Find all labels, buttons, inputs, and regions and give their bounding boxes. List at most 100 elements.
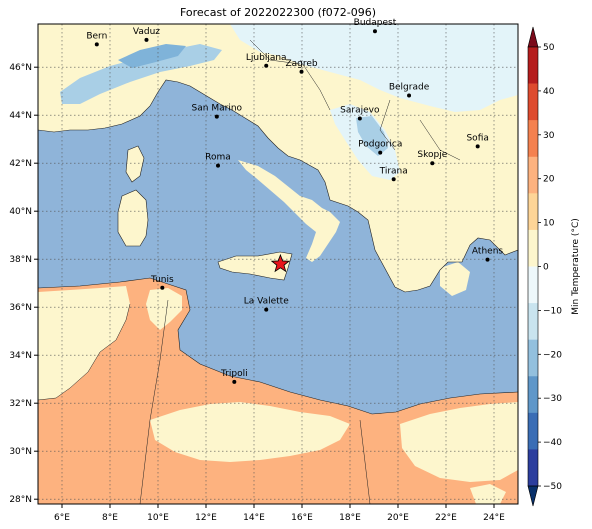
land-sardinia <box>118 190 148 246</box>
city-label: Athens <box>472 247 503 257</box>
colorbar-tick-label: 50 <box>543 43 555 53</box>
colorbar-segment <box>528 193 538 231</box>
land-africa-mild-central <box>146 288 182 330</box>
city-label: Tripoli <box>220 369 248 379</box>
city-vaduz: Vaduz <box>133 27 160 42</box>
lon-tick-label: 12°E <box>195 513 217 523</box>
city-label: Budapest <box>354 18 397 28</box>
city-label: Bern <box>86 31 107 41</box>
city-dot <box>372 29 377 34</box>
city-dot <box>160 285 165 290</box>
land-sicily <box>218 252 292 280</box>
city-dot <box>391 177 396 182</box>
colorbar-segment <box>528 120 538 158</box>
city-tripoli: Tripoli <box>220 369 248 384</box>
band-colder-alps <box>118 44 186 68</box>
land-alps-cool <box>38 24 518 112</box>
lon-tick-label: 22°E <box>435 513 457 523</box>
colorbar-segment <box>528 303 538 340</box>
lat-tick-label: 34°N <box>9 351 32 361</box>
city-la-valette: La Valette <box>244 297 289 312</box>
land-libya-mild <box>150 402 350 462</box>
land-italy-south <box>238 160 340 262</box>
colorbar-tick-label: 20 <box>543 175 555 185</box>
lat-tick-label: 40°N <box>9 207 32 217</box>
city-label: Sofia <box>466 133 488 143</box>
city-dot <box>264 63 269 68</box>
city-label: Ljubljana <box>246 53 287 63</box>
city-dot <box>264 307 269 312</box>
colorbar-tick-label: −50 <box>543 482 562 492</box>
city-label: Vaduz <box>133 27 160 37</box>
lat-tick-label: 32°N <box>9 399 32 409</box>
city-zagreb: Zagreb <box>285 59 318 74</box>
colorbar-tick-label: −10 <box>543 306 562 316</box>
lat-tick-label: 42°N <box>9 159 32 169</box>
city-label: Podgorica <box>358 140 402 150</box>
city-athens: Athens <box>472 247 503 262</box>
star-icon <box>270 253 291 273</box>
map-frame <box>37 23 519 505</box>
land-corsica <box>126 146 144 182</box>
colorbar-segment <box>528 266 538 304</box>
lon-tick-label: 16°E <box>291 513 313 523</box>
city-sofia: Sofia <box>466 133 489 149</box>
colorbar-segment <box>528 156 538 194</box>
lon-tick-label: 20°E <box>387 513 409 523</box>
city-dot <box>232 379 237 384</box>
city-dot <box>216 163 220 168</box>
city-roma: Roma <box>205 153 231 168</box>
lon-tick-label: 18°E <box>339 513 361 523</box>
forecast-location-marker <box>270 253 291 273</box>
colorbar-segment <box>528 83 538 121</box>
lon-tick-label: 24°E <box>483 513 505 523</box>
colorbar-tick-label: −20 <box>543 350 562 360</box>
land-africa-mild-west <box>38 286 130 400</box>
colorbar-extend-min <box>527 485 539 507</box>
colorbar-segment <box>528 229 538 267</box>
colorbar-tick-label: −30 <box>543 394 562 404</box>
land-peloponnese <box>440 262 470 296</box>
lon-ticks: 6°E 8°E 10°E 12°E 14°E 16°E 18°E 20°E 22°E 24°E <box>54 504 505 523</box>
colorbar-segment <box>528 47 538 84</box>
land-africa-warm <box>38 278 518 504</box>
lat-tick-label: 36°N <box>9 303 32 313</box>
colorbar-tick-label: 10 <box>543 219 555 229</box>
lon-tick-label: 14°E <box>243 513 265 523</box>
city-label: Roma <box>205 153 231 163</box>
city-dot <box>378 150 383 155</box>
city-dot <box>144 37 149 42</box>
city-bern: Bern <box>86 31 107 47</box>
colorbar-tick-label: 30 <box>543 131 555 141</box>
lon-tick-label: 6°E <box>54 513 70 523</box>
city-label: Skopje <box>417 150 447 160</box>
colorbar-tick-label: 0 <box>543 263 549 273</box>
city-label: Sarajevo <box>340 106 380 116</box>
colorbar-tick-label: −40 <box>543 438 562 448</box>
colorbar-segment <box>528 449 538 487</box>
map-title: Forecast of 2022022300 (f072-096) <box>179 6 377 19</box>
city-label: Tunis <box>150 275 174 285</box>
city-dot <box>475 144 480 149</box>
city-ljubljana: Ljubljana <box>246 53 287 68</box>
city-skopje: Skopje <box>417 150 448 166</box>
city-dot <box>214 114 219 119</box>
lon-tick-label: 8°E <box>102 513 118 523</box>
map-gridlines <box>38 24 518 504</box>
lat-ticks: 28°N 30°N 32°N 34°N 36°N 38°N 40°N 42°N 44°N 46°N <box>9 63 38 505</box>
city-podgorica: Podgorica <box>358 140 402 155</box>
band-cold-alps <box>60 44 222 104</box>
land-libya-mild-east <box>400 402 518 482</box>
city-label: Tirana <box>379 166 408 176</box>
city-dot <box>485 257 490 262</box>
city-belgrade: Belgrade <box>389 83 430 98</box>
colorbar-segment <box>528 339 538 377</box>
city-label: Belgrade <box>389 83 430 93</box>
city-san-marino: San Marino <box>192 104 243 119</box>
city-sarajevo: Sarajevo <box>340 106 380 121</box>
city-dot <box>407 93 412 98</box>
colorbar-extend-max <box>527 26 539 48</box>
lat-tick-label: 46°N <box>9 63 32 73</box>
